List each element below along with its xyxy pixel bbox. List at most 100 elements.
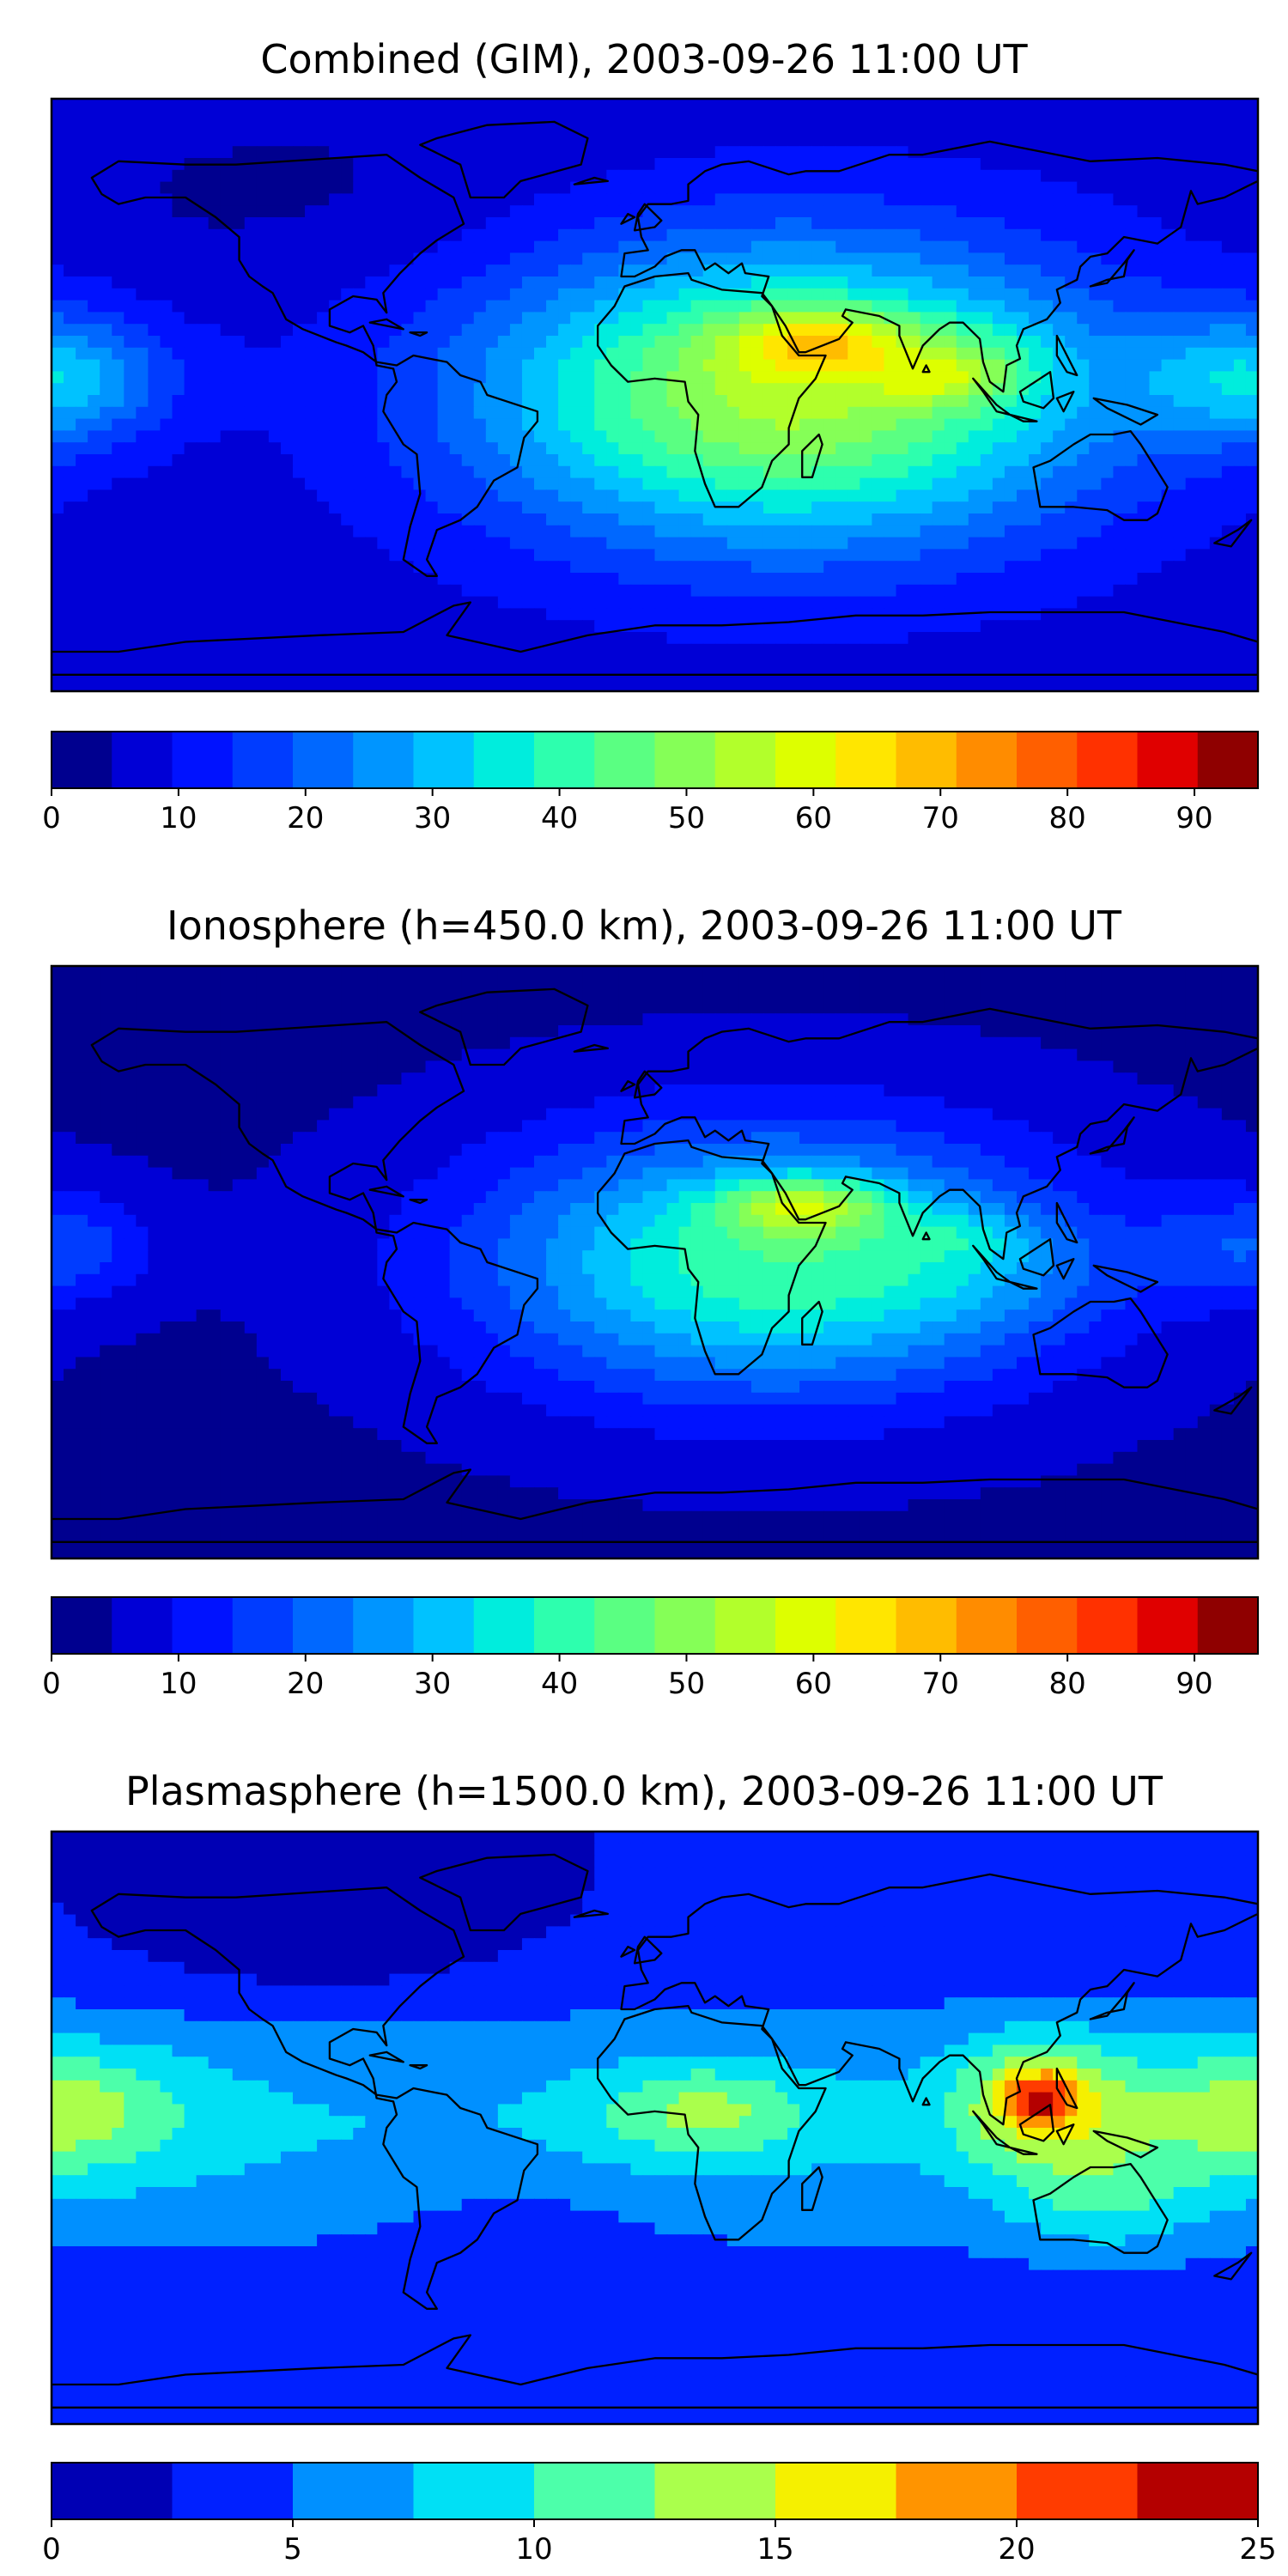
contour-cell: [377, 276, 391, 289]
contour-cell: [196, 430, 210, 443]
contour-cell: [594, 477, 608, 491]
contour-cell: [220, 501, 234, 514]
contour-cell: [1089, 122, 1103, 136]
contour-cell: [594, 110, 608, 124]
contour-cell: [968, 418, 981, 432]
contour-cell: [293, 359, 306, 373]
contour-cell: [630, 489, 644, 502]
contour-cell: [172, 359, 185, 373]
contour-cell: [220, 632, 234, 645]
contour-cell: [293, 584, 306, 598]
contour-cell: [714, 513, 728, 526]
contour-cell: [1017, 643, 1030, 657]
contour-cell: [220, 134, 234, 147]
contour-cell: [630, 134, 644, 147]
contour-cell: [389, 454, 403, 467]
contour-cell: [365, 525, 379, 538]
contour-cell: [341, 537, 355, 550]
contour-cell: [1053, 620, 1066, 633]
contour-cell: [1221, 489, 1235, 502]
contour-cell: [980, 442, 993, 455]
contour-cell: [485, 620, 499, 633]
contour-cell: [64, 336, 76, 349]
contour-cell: [88, 395, 100, 408]
contour-cell: [497, 383, 511, 396]
contour-cell: [799, 300, 812, 313]
contour-cell: [1209, 561, 1223, 574]
contour-cell: [341, 324, 355, 337]
contour-cell: [268, 430, 282, 443]
contour-cell: [1041, 395, 1054, 408]
contour-cell: [136, 300, 149, 313]
contour-cell: [401, 501, 415, 514]
contour-cell: [570, 395, 583, 408]
contour-cell: [88, 181, 100, 195]
contour-cell: [750, 99, 764, 112]
contour-cell: [642, 134, 656, 147]
contour-cell: [992, 454, 1005, 467]
contour-cell: [521, 620, 535, 633]
contour-cell: [932, 430, 945, 443]
contour-cell: [1125, 465, 1139, 479]
contour-cell: [980, 525, 993, 538]
contour-cell: [268, 122, 282, 136]
contour-cell: [1161, 442, 1175, 455]
contour-cell: [353, 312, 367, 325]
contour-cell: [738, 655, 752, 669]
contour-cell: [497, 454, 511, 467]
contour-cell: [1029, 300, 1042, 313]
contour-cell: [980, 288, 993, 301]
contour-cell: [208, 99, 222, 112]
contour-cell: [896, 134, 909, 147]
contour-cell: [896, 418, 909, 432]
contour-cell: [1017, 549, 1030, 562]
contour-cell: [208, 383, 222, 396]
contour-cell: [389, 513, 403, 526]
contour-cell: [449, 383, 463, 396]
contour-cell: [461, 584, 475, 598]
contour-cell: [811, 549, 824, 562]
contour-cell: [618, 99, 632, 112]
contour-cell: [1149, 383, 1163, 396]
contour-cell: [702, 655, 716, 669]
contour-cell: [750, 110, 764, 124]
contour-cell: [570, 643, 583, 657]
contour-cell: [220, 537, 234, 550]
contour-cell: [1004, 608, 1018, 621]
contour-cell: [473, 620, 487, 633]
contour-cell: [293, 300, 306, 313]
contour-cell: [1004, 573, 1018, 586]
contour-cell: [546, 146, 559, 159]
contour-cell: [353, 276, 367, 289]
contour-cell: [896, 276, 909, 289]
contour-cell: [1125, 537, 1139, 550]
contour-cell: [714, 418, 728, 432]
contour-cell: [341, 395, 355, 408]
contour-cell: [738, 193, 752, 206]
contour-cell: [389, 169, 403, 183]
contour-cell: [534, 371, 547, 384]
contour-cell: [160, 288, 173, 301]
contour-cell: [860, 205, 873, 218]
contour-cell: [848, 146, 861, 159]
contour-cell: [594, 122, 608, 136]
contour-cell: [1101, 620, 1115, 633]
contour-cell: [678, 477, 692, 491]
contour-cell: [884, 489, 897, 502]
contour-cell: [1065, 525, 1078, 538]
contour-cell: [762, 336, 776, 349]
contour-cell: [678, 134, 692, 147]
contour-cell: [377, 264, 391, 277]
contour-cell: [534, 513, 547, 526]
contour-cell: [848, 288, 861, 301]
contour-cell: [52, 276, 64, 289]
contour-cell: [944, 549, 957, 562]
contour-cell: [196, 134, 210, 147]
contour-cell: [654, 122, 668, 136]
contour-cell: [293, 655, 306, 669]
contour-cell: [630, 99, 644, 112]
contour-cell: [280, 489, 294, 502]
contour-cell: [160, 608, 173, 621]
contour-cell: [1089, 501, 1103, 514]
contour-cell: [232, 655, 246, 669]
